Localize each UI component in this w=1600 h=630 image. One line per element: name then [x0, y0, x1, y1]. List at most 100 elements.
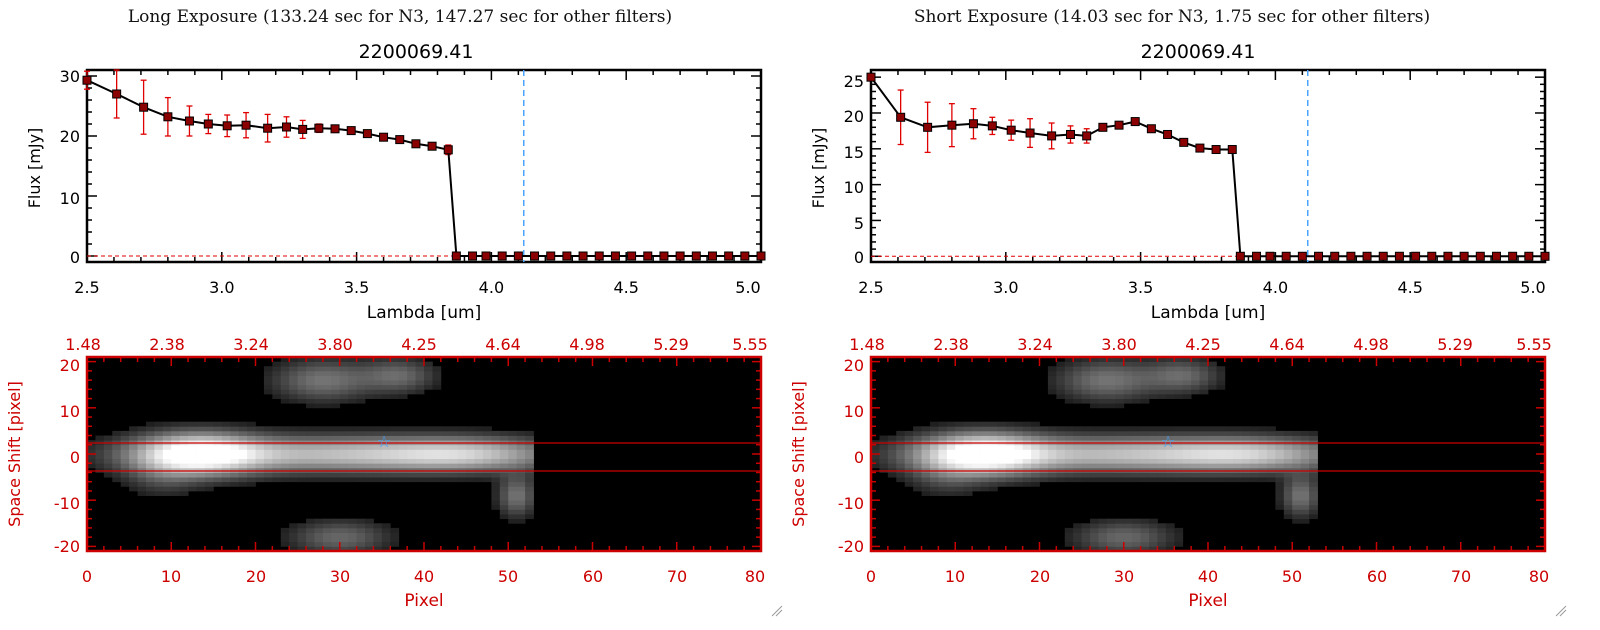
right-image-pixel	[1090, 546, 1099, 552]
left-image-pixel	[95, 463, 105, 469]
right-image-pixel	[1140, 477, 1150, 483]
resize-grip-right-icon[interactable]	[1555, 605, 1567, 617]
right-image-pixel	[1115, 426, 1125, 432]
left-image-pixel	[255, 449, 265, 455]
right-image-pixel	[1081, 523, 1091, 529]
left-image-pixel	[356, 454, 366, 460]
left-image-pixel	[440, 477, 450, 483]
right-image-pixel	[1283, 495, 1293, 501]
right-image-pixel	[1283, 504, 1293, 510]
right-image-pixel	[1073, 444, 1083, 450]
left-image-pixel	[449, 458, 459, 464]
right-image-tick-label-20: 20	[1030, 567, 1050, 586]
right-image-pixel	[946, 449, 956, 455]
left-image-pixel	[204, 454, 214, 460]
right-image-pixel	[1132, 467, 1141, 473]
right-image-pixel	[1022, 421, 1032, 427]
right-image-pixel	[1081, 375, 1091, 381]
left-image-pixel	[221, 421, 231, 427]
right-image-pixel	[921, 430, 931, 436]
right-image-pixel	[980, 477, 990, 483]
left-image-pixel	[221, 463, 231, 469]
right-image-pixel	[963, 430, 973, 436]
right-image-pixel	[1266, 426, 1276, 432]
right-image-pixel	[1157, 546, 1167, 552]
right-image-pixel	[1123, 527, 1133, 533]
right-image-pixel	[904, 449, 914, 455]
right-image-pixel	[1081, 541, 1091, 547]
right-image-pixel	[988, 481, 998, 487]
right-image-pixel	[879, 449, 889, 455]
left-image-pixel	[322, 458, 332, 464]
left-image-pixel	[424, 370, 433, 376]
left-image-pixel	[213, 481, 223, 487]
right-image-pixel	[1115, 403, 1125, 409]
left-image-pixel	[289, 523, 299, 529]
right-image-pixel	[938, 486, 948, 492]
right-image-pixel	[896, 463, 906, 469]
left-image-pixel	[322, 518, 332, 524]
left-image-pixel	[221, 426, 231, 432]
left-image-pixel	[348, 527, 358, 533]
left-image-pixel	[348, 366, 358, 372]
left-image-pixel	[339, 477, 349, 483]
right-image-tick-label-40: 40	[1198, 567, 1218, 586]
right-image-pixel	[963, 477, 973, 483]
right-image-pixel	[1174, 430, 1184, 436]
right-image-pixel	[1047, 375, 1057, 381]
right-image-pixel	[1165, 380, 1175, 386]
right-image-pixel	[1098, 523, 1108, 529]
right-image-pixel	[955, 467, 965, 473]
left-image-pixel	[179, 421, 189, 427]
left-image-pixels	[87, 357, 761, 552]
right-image-pixel	[913, 463, 922, 469]
left-image-pixel	[306, 472, 315, 478]
right-image-pixel	[1064, 398, 1074, 404]
right-image-pixel	[1157, 430, 1167, 436]
left-image-pixel	[314, 454, 324, 460]
left-image-pixel	[356, 361, 366, 367]
right-image-pixel	[1014, 449, 1024, 455]
right-image-pixel	[1182, 430, 1192, 436]
right-image-pixel	[1199, 370, 1209, 376]
left-image-pixel	[339, 532, 349, 538]
right-image-pixel	[1216, 384, 1226, 390]
left-image-pixel	[247, 449, 256, 455]
left-image-pixel	[525, 472, 534, 478]
left-image-pixel	[280, 375, 290, 381]
right-data-point	[1314, 251, 1324, 261]
right-image-pixel	[1090, 370, 1099, 376]
right-image-pixel	[1064, 537, 1074, 543]
right-image-pixel	[1140, 458, 1150, 464]
left-image-pixel	[322, 532, 332, 538]
right-image-top-tick-label: 5.29	[1437, 335, 1473, 354]
right-image-pixel	[1149, 463, 1158, 469]
right-image-pixel	[887, 467, 897, 473]
left-data-point	[263, 123, 273, 133]
right-image-pixel	[980, 463, 990, 469]
left-image-pixel	[365, 357, 374, 363]
right-image-pixel	[1140, 546, 1150, 552]
left-image-pixel	[407, 467, 416, 473]
right-image-pixel	[1031, 421, 1040, 427]
left-image-pixel	[508, 444, 518, 450]
left-image-pixel	[457, 426, 467, 432]
left-image-pixel	[339, 546, 349, 552]
left-image-plot: ☆ 1.48 2.38 3.24 3.80 4.25 4.64 4.98 5.2…	[5, 335, 768, 611]
left-image-pixel	[289, 444, 299, 450]
left-image-pixel	[365, 458, 374, 464]
left-image-pixel	[145, 454, 155, 460]
right-image-pixel	[1132, 361, 1141, 367]
left-image-pixel	[196, 454, 206, 460]
right-image-pixel	[1216, 449, 1226, 455]
right-image-pixel	[1140, 527, 1150, 533]
resize-grip-left-icon[interactable]	[771, 605, 783, 617]
left-image-top-tick-label: 2.38	[149, 335, 185, 354]
right-image-top-tick-label: 4.25	[1185, 335, 1221, 354]
left-image-pixel	[449, 463, 459, 469]
right-image-pixel	[1283, 467, 1293, 473]
right-image-pixel	[1241, 449, 1251, 455]
right-image-pixel	[896, 430, 906, 436]
right-image-pixel	[1208, 444, 1217, 450]
left-image-pixel	[499, 472, 509, 478]
